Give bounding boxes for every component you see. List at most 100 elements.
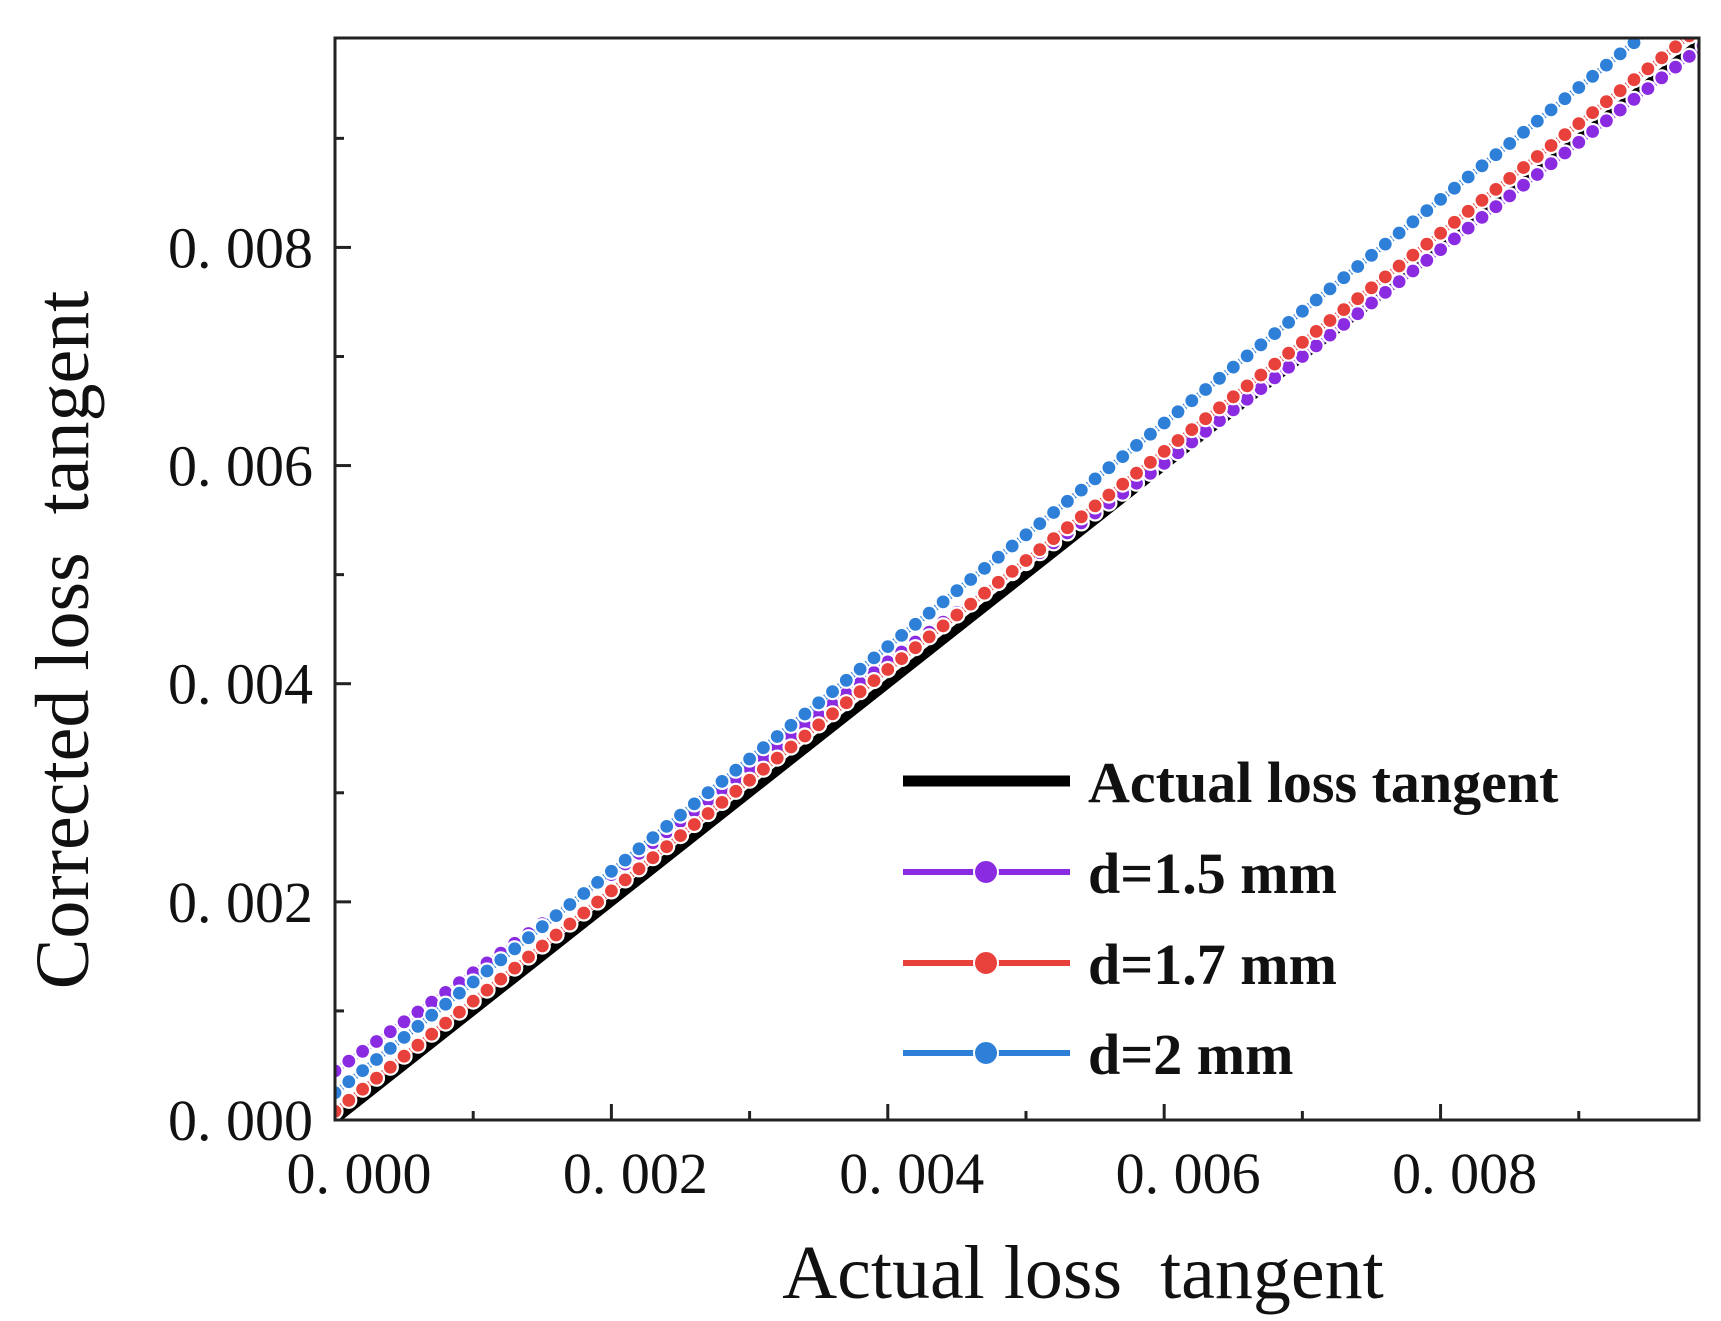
data-point-d-1-7-mm [437,1014,455,1032]
data-point-d-1-7-mm [1307,322,1325,340]
data-point-d-1-5-mm [1487,198,1505,216]
data-point-d-2-mm [367,1050,386,1069]
data-point-d-1-7-mm [1666,38,1685,56]
data-point-d-2-mm [354,1061,372,1080]
x-axis-title: Actual loss tangent [782,1231,1384,1315]
x-tick-label: 0. 000 [287,1141,432,1206]
data-point-d-1-7-mm [506,959,524,977]
data-point-d-2-mm [588,873,607,892]
data-point-d-2-mm [989,548,1007,566]
data-point-d-1-7-mm [533,937,551,955]
data-point-d-1-7-mm [740,771,759,789]
data-point-d-2-mm [906,615,925,633]
data-point-d-1-5-mm [340,1052,358,1070]
data-point-d-1-7-mm [1556,126,1574,144]
data-point-d-2-mm [1418,202,1436,220]
data-point-d-2-mm [1583,67,1602,85]
data-point-d-1-7-mm [671,826,690,845]
data-point-d-1-7-mm [1086,497,1104,515]
data-point-d-1-7-mm [1459,202,1477,220]
data-point-d-2-mm [768,727,786,746]
data-point-d-2-mm [920,604,938,622]
data-point-d-1-7-mm [1625,71,1643,89]
data-point-d-1-7-mm [547,926,565,944]
data-point-d-1-5-mm [1279,358,1298,376]
data-point-d-2-mm [1501,134,1519,153]
data-point-d-1-7-mm [796,727,814,745]
data-point-d-1-7-mm [1279,344,1298,362]
data-point-d-1-7-mm [975,584,994,602]
data-point-d-1-7-mm [1611,82,1629,100]
data-point-d-1-7-mm [1127,464,1146,482]
data-point-d-1-7-mm [1487,180,1505,198]
data-point-d-2-mm [727,761,745,779]
data-point-d-1-7-mm [1653,49,1671,67]
data-point-d-1-7-mm [1431,224,1450,242]
y-tick-label: 0. 000 [168,1088,313,1153]
data-point-d-2-mm [1556,90,1574,108]
data-point-d-2-mm [1003,537,1021,555]
data-point-d-1-7-mm [948,606,966,624]
data-point-d-2-mm [519,929,538,947]
data-point-d-2-mm [1169,403,1187,421]
data-point-d-1-7-mm [1072,508,1090,526]
series-line-d-1-7-mm [335,38,1692,1114]
data-point-d-2-mm [1100,459,1118,477]
data-point-d-1-7-mm [423,1025,441,1043]
data-point-d-1-7-mm [464,992,482,1010]
data-point-d-2-mm [962,570,980,589]
data-point-d-2-mm [837,671,855,689]
data-point-d-2-mm [713,772,731,791]
data-point-d-2-mm [1086,470,1104,488]
data-point-d-2-mm [892,626,911,645]
series-markers-d-2-mm [335,38,1654,1102]
data-point-d-1-7-mm [340,1091,358,1109]
data-point-d-1-7-mm [561,915,579,933]
data-point-d-1-5-mm [1514,176,1533,194]
data-point-d-2-mm [1376,235,1394,253]
data-point-d-1-5-mm [1542,155,1560,173]
series-line-d-2-mm [335,38,1645,1096]
data-point-d-2-mm [335,1084,344,1102]
data-point-d-2-mm [1279,313,1298,331]
data-point-d-1-7-mm [1362,279,1381,297]
data-point-d-1-5-mm [335,1062,344,1080]
data-point-d-1-7-mm [782,738,800,756]
data-point-d-2-mm [533,918,551,936]
data-point-d-1-5-mm [1321,326,1339,344]
data-point-d-1-7-mm [409,1036,427,1054]
data-point-d-2-mm [1252,336,1270,354]
data-point-d-1-7-mm [1210,399,1229,417]
data-point-d-1-7-mm [879,660,897,679]
data-point-d-1-7-mm [892,649,911,668]
data-point-d-1-7-mm [1418,235,1436,253]
data-point-d-1-7-mm [685,815,703,834]
data-point-d-2-mm [796,705,814,723]
data-point-d-2-mm [423,1006,441,1024]
legend-label-d15: d=1.5 mm [1088,841,1337,906]
data-point-d-1-7-mm [851,683,869,701]
data-point-d-1-5-mm [367,1032,386,1051]
data-point-d-1-5-mm [354,1042,372,1060]
data-point-d-2-mm [1570,78,1588,97]
data-point-d-2-mm [934,593,952,611]
data-point-d-1-5-mm [1570,133,1588,151]
data-point-d-1-5-mm [1625,90,1643,108]
data-point-d-2-mm [1307,291,1325,309]
data-point-d-1-7-mm [989,573,1007,591]
data-point-d-1-5-mm [1501,187,1519,205]
data-point-d-2-mm [1127,436,1146,454]
data-point-d-2-mm [1044,503,1063,522]
data-point-d-1-7-mm [588,893,607,911]
data-point-d-1-5-mm [1556,144,1574,162]
legend-marker-d17 [973,950,999,976]
data-point-d-1-7-mm [1376,268,1394,286]
data-point-d-1-7-mm [1031,540,1049,559]
data-point-d-1-5-mm [1583,122,1602,141]
data-point-d-2-mm [1141,425,1160,443]
data-point-d-2-mm [492,951,510,969]
series-markers-d-1-7-mm [335,38,1698,1120]
data-point-d-1-7-mm [492,970,510,988]
data-point-d-2-mm [478,962,496,980]
